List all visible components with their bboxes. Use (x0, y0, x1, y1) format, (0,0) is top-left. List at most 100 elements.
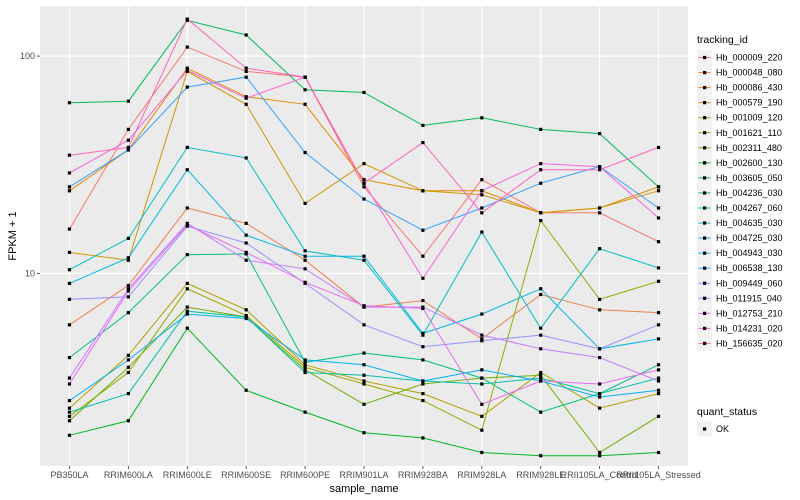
data-point (303, 258, 307, 262)
data-point (480, 382, 484, 386)
data-point (598, 211, 602, 215)
x-tick-label: RRIM928LA (457, 470, 506, 480)
data-point (480, 230, 484, 234)
data-point (480, 428, 484, 432)
data-point (362, 373, 366, 377)
data-point (598, 308, 602, 312)
x-tick-label: RRIM600PE (280, 470, 330, 480)
data-point (126, 391, 130, 396)
data-point (656, 376, 661, 380)
data-point (244, 221, 248, 225)
data-point (67, 227, 72, 231)
x-tick-label: RRII105LA_Control (561, 470, 639, 480)
data-point (67, 323, 72, 327)
data-point (656, 311, 661, 315)
data-point (598, 247, 602, 251)
legend-point (703, 296, 707, 300)
legend-label: Hb_001009_120 (716, 113, 783, 123)
data-point (656, 323, 661, 327)
data-point (126, 358, 130, 362)
legend-title: tracking_id (697, 34, 748, 46)
data-point (598, 406, 602, 410)
data-point (185, 309, 189, 313)
data-point (244, 75, 248, 79)
data-point (185, 223, 189, 227)
data-point (656, 363, 661, 367)
data-point (480, 376, 484, 380)
data-point (656, 379, 661, 383)
legend-label: Hb_009449_060 (716, 278, 783, 288)
data-point (480, 339, 484, 343)
data-point (421, 382, 425, 386)
data-point (598, 395, 602, 399)
data-point (539, 127, 543, 131)
data-point (598, 382, 602, 386)
data-point (185, 17, 189, 21)
legend-point (703, 70, 707, 75)
legend-point (703, 116, 707, 120)
data-point (244, 96, 248, 100)
data-point (67, 433, 72, 437)
data-point (421, 254, 425, 258)
data-point (303, 365, 307, 369)
legend-point (703, 341, 707, 346)
legend-label: Hb_002311_480 (716, 143, 782, 153)
data-point (598, 347, 602, 351)
data-point (244, 156, 248, 160)
data-point (185, 221, 189, 225)
data-point (67, 410, 72, 414)
data-point (480, 206, 484, 210)
data-point (126, 419, 130, 423)
data-point (126, 145, 130, 150)
data-point (480, 178, 484, 182)
data-point (362, 258, 366, 262)
data-point (480, 333, 484, 337)
data-point (67, 355, 72, 360)
data-point (126, 289, 130, 293)
data-point (421, 345, 425, 349)
data-point (421, 140, 425, 145)
x-tick-label: RRIM901LA (339, 470, 388, 480)
data-point (362, 351, 366, 355)
data-point (539, 181, 543, 185)
data-point (598, 391, 602, 396)
data-point (421, 298, 425, 303)
data-point (421, 189, 425, 193)
data-point (656, 388, 661, 392)
data-point (421, 123, 425, 127)
legend-label: Hb_004236_030 (716, 188, 783, 198)
legend-point (703, 146, 707, 150)
data-point (421, 306, 425, 311)
data-point (362, 304, 366, 308)
legend-label: Hb_000048_080 (716, 68, 783, 78)
data-point (480, 402, 484, 406)
legend-label: Hb_014231_020 (716, 323, 783, 333)
data-point (480, 414, 484, 418)
data-point (539, 333, 543, 337)
data-point (67, 171, 72, 175)
data-point (480, 312, 484, 316)
data-point (185, 68, 189, 72)
data-point (126, 365, 130, 369)
data-point (126, 127, 130, 131)
data-point (244, 66, 248, 70)
data-point (656, 391, 661, 396)
data-point (244, 102, 248, 106)
data-point (67, 398, 72, 403)
legend-point (703, 326, 707, 330)
data-point (598, 297, 602, 301)
data-point (67, 153, 72, 157)
legend2-label: OK (716, 424, 729, 434)
x-tick-label: RRIM600LA (104, 470, 153, 480)
x-tick-label: RRIM928LE (516, 470, 565, 480)
data-point (303, 370, 307, 375)
data-point (656, 189, 661, 193)
data-point (126, 99, 130, 103)
legend-point (703, 191, 707, 195)
legend-point (703, 221, 707, 225)
data-point (539, 326, 543, 330)
data-point (362, 323, 366, 327)
data-point (185, 305, 189, 309)
data-point (362, 90, 366, 95)
x-axis-title: sample_name (329, 483, 398, 495)
